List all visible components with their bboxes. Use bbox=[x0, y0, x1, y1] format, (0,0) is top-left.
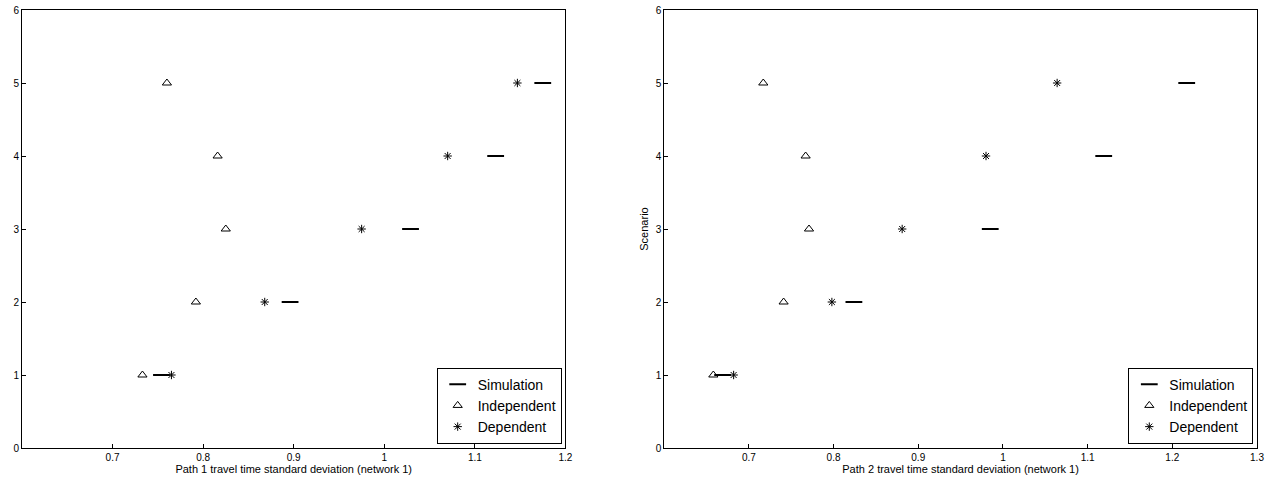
svg-text:Dependent: Dependent bbox=[478, 419, 547, 435]
svg-text:1.1: 1.1 bbox=[1081, 452, 1095, 463]
svg-text:0.7: 0.7 bbox=[106, 452, 120, 463]
svg-text:1.1: 1.1 bbox=[468, 452, 482, 463]
svg-text:6: 6 bbox=[13, 5, 19, 16]
svg-text:1: 1 bbox=[1000, 452, 1006, 463]
svg-text:Simulation: Simulation bbox=[1169, 377, 1234, 393]
svg-text:0: 0 bbox=[656, 443, 662, 454]
svg-text:0.9: 0.9 bbox=[287, 452, 301, 463]
svg-text:0.7: 0.7 bbox=[742, 452, 756, 463]
svg-text:Path 2 travel time standard de: Path 2 travel time standard deviation (n… bbox=[842, 463, 1079, 475]
svg-text:Dependent: Dependent bbox=[1169, 419, 1238, 435]
svg-text:6: 6 bbox=[656, 5, 662, 16]
svg-text:4: 4 bbox=[13, 151, 19, 162]
svg-text:Independent: Independent bbox=[1169, 398, 1247, 414]
svg-text:1.2: 1.2 bbox=[558, 452, 572, 463]
svg-text:0.8: 0.8 bbox=[196, 452, 210, 463]
svg-text:0.9: 0.9 bbox=[911, 452, 925, 463]
svg-text:2: 2 bbox=[13, 297, 19, 308]
svg-text:0.8: 0.8 bbox=[827, 452, 841, 463]
svg-text:1.2: 1.2 bbox=[1165, 452, 1179, 463]
svg-text:Simulation: Simulation bbox=[478, 377, 543, 393]
svg-text:1.3: 1.3 bbox=[1250, 452, 1264, 463]
svg-text:1: 1 bbox=[381, 452, 387, 463]
svg-text:1: 1 bbox=[656, 370, 662, 381]
svg-text:4: 4 bbox=[656, 151, 662, 162]
svg-text:Independent: Independent bbox=[478, 398, 556, 414]
svg-text:Scenario: Scenario bbox=[638, 207, 650, 250]
svg-text:3: 3 bbox=[13, 224, 19, 235]
svg-text:0: 0 bbox=[13, 443, 19, 454]
svg-text:Path 1 travel time standard de: Path 1 travel time standard deviation (n… bbox=[175, 463, 412, 475]
svg-text:2: 2 bbox=[656, 297, 662, 308]
svg-text:1: 1 bbox=[13, 370, 19, 381]
svg-text:5: 5 bbox=[656, 78, 662, 89]
svg-text:5: 5 bbox=[13, 78, 19, 89]
svg-text:3: 3 bbox=[656, 224, 662, 235]
